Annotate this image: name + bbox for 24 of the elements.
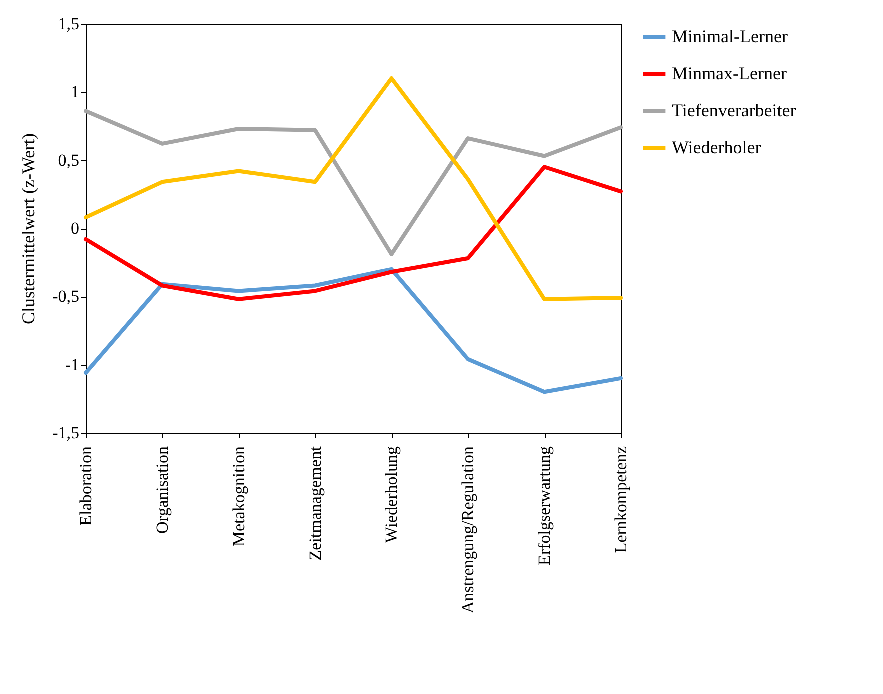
line-series <box>84 267 623 394</box>
y-tick-label: -1 <box>65 355 80 374</box>
x-tick-label: Zeitmanagement <box>306 446 325 561</box>
x-tick-label: Anstrengung/Regulation <box>458 446 478 614</box>
y-axis-title: Clustermittelwert (z-Wert) <box>18 134 39 324</box>
y-tick-label: -1,5 <box>52 424 80 442</box>
legend-label: Wiederholer <box>672 138 762 158</box>
y-tick-label: 1,5 <box>58 14 80 34</box>
x-tick-label: Organisation <box>152 446 172 534</box>
x-tick-label: Lernkompetenz <box>612 446 630 554</box>
legend-label: Minmax-Lerner <box>672 64 787 84</box>
y-tick-label: 0 <box>71 219 80 238</box>
y-tick-label: -0,5 <box>52 287 80 306</box>
legend-label: Tiefenverarbeiter <box>672 100 796 120</box>
line-series <box>84 76 623 302</box>
x-tick-label: Metakognition <box>229 446 248 547</box>
y-tick-label: 1 <box>71 82 80 102</box>
line-series <box>84 109 623 256</box>
legend-label: Minimal-Lerner <box>672 26 788 46</box>
x-tick-label: Wiederholung <box>382 446 402 544</box>
x-tick-label: Elaboration <box>76 446 96 526</box>
line-series <box>84 165 623 302</box>
y-tick-label: 0,5 <box>58 150 80 170</box>
x-tick-label: Erfolgserwartung <box>535 446 554 566</box>
